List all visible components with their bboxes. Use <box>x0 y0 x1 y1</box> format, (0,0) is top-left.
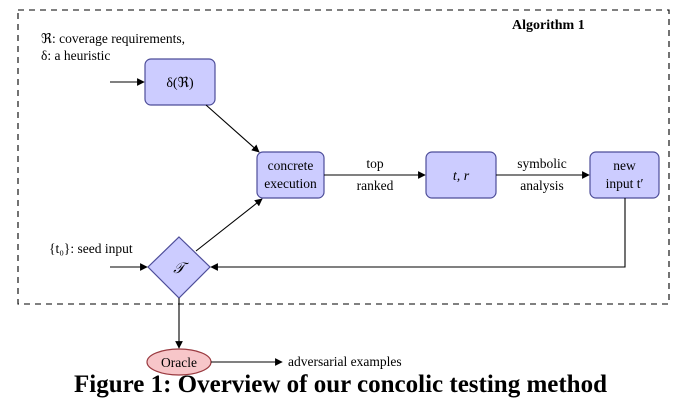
edge-label-top: top <box>366 156 384 171</box>
input-t-prime-label: input t′ <box>606 176 644 191</box>
execution-label: execution <box>264 176 317 191</box>
arrow-new-input-to-diamond <box>210 198 626 271</box>
arrow-diamond-to-concrete <box>195 198 263 252</box>
t-r-node: t, r <box>425 151 497 199</box>
adversarial-examples-label: adversarial examples <box>288 354 402 369</box>
concrete-execution-node: concrete execution <box>256 151 325 199</box>
requirements-label: ℜ: coverage requirements, <box>41 31 185 46</box>
heuristic-label: δ: a heuristic <box>41 48 110 63</box>
new-label: new <box>613 158 636 173</box>
edge-label-symbolic: symbolic <box>517 156 567 171</box>
new-input-node: new input t′ <box>589 151 660 199</box>
delta-r-label: δ(ℜ) <box>166 76 194 91</box>
edge-label-ranked: ranked <box>357 178 394 193</box>
oracle-label: Oracle <box>161 355 197 370</box>
algorithm-frame <box>17 9 670 305</box>
algorithm-label: Algorithm 1 <box>512 18 585 33</box>
oracle-node: Oracle <box>146 348 212 376</box>
arrow-delta-to-concrete <box>205 104 260 153</box>
concrete-label: concrete <box>268 158 314 173</box>
delta-r-node: δ(ℜ) <box>144 58 216 106</box>
seed-input-label: {t₀}: seed input <box>49 241 133 256</box>
figure-caption: Figure 1: Overview of our concolic testi… <box>73 371 607 398</box>
t-r-label: t, r <box>453 169 470 184</box>
t-calligraphic-diamond: 𝒯 <box>147 236 211 299</box>
edge-label-analysis: analysis <box>520 178 564 193</box>
